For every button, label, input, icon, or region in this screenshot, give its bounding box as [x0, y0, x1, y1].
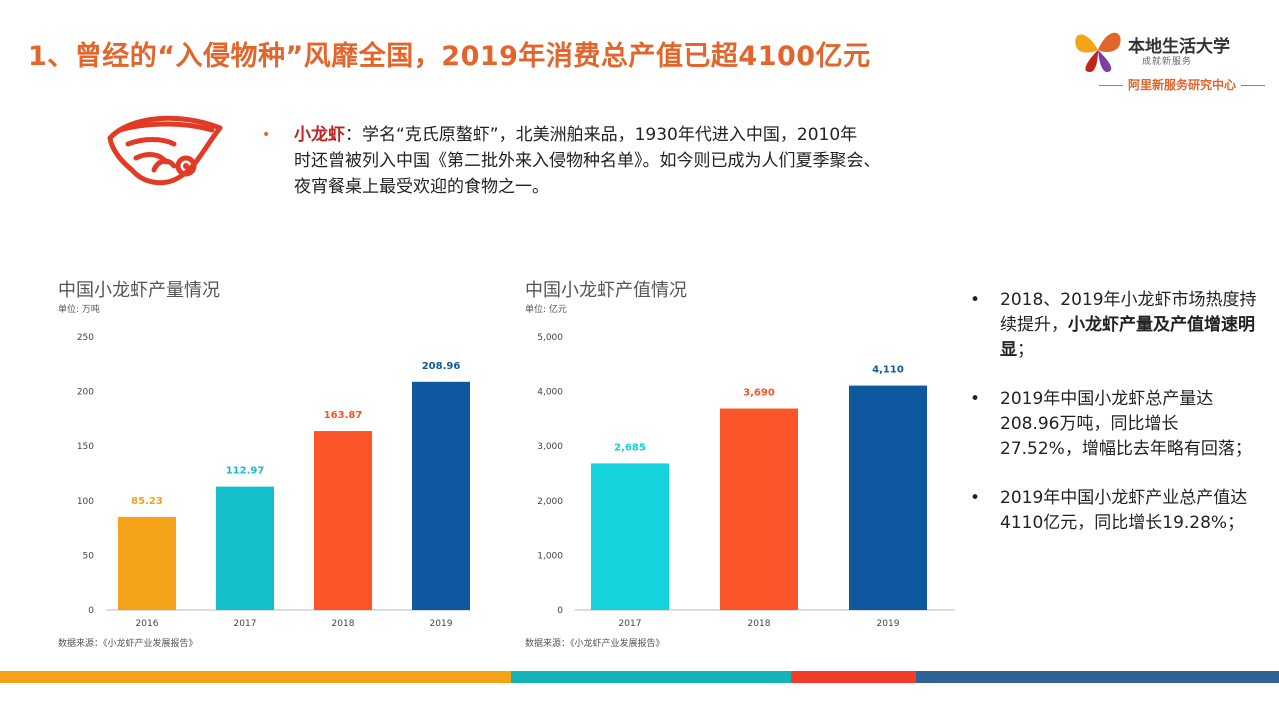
- production-bar-chart: 0 50 100 150 200 250 85.23 2016 112.97 2017 163.87…: [77, 333, 470, 629]
- x-tick-label: 2018: [332, 619, 355, 629]
- note-item: • 2018、2019年小龙虾市场热度持续提升，小龙虾产量及产值增速明显；: [968, 288, 1258, 363]
- y-tick-label: 0: [557, 606, 563, 616]
- bar: [216, 486, 274, 610]
- logo-slogan: 成就新服务: [1142, 57, 1193, 67]
- bar: [412, 381, 470, 610]
- bar-value-label: 208.96: [422, 361, 461, 372]
- note-item: • 2019年中国小龙虾产业总产值达4110亿元，同比增长19.28%；: [968, 486, 1258, 536]
- footer-segment-blue: [916, 671, 1279, 683]
- note-1-end: ；: [1017, 340, 1034, 360]
- bar: [849, 385, 927, 610]
- bar: [314, 431, 372, 610]
- bar: [720, 408, 798, 610]
- y-tick-label: 5,000: [537, 333, 563, 343]
- right-chart-source: 数据来源：《小龙虾产业发展报告》: [525, 639, 665, 649]
- right-chart-unit: 单位: 亿元: [525, 305, 567, 315]
- y-tick-label: 0: [88, 606, 94, 616]
- note-1-highlight: 小龙虾产量及产值增速明显: [1000, 315, 1255, 360]
- intro-line2: 时还曾被列入中国《第二批外来入侵物种名单》。如今则已成为人们夏季聚会、: [294, 151, 881, 171]
- x-tick-label: 2016: [136, 619, 159, 629]
- logo-name: 本地生活大学: [1128, 37, 1230, 57]
- intro-line1: ：学名“克氏原螯虾”，北美洲舶来品，1930年代进入中国，2010年: [345, 125, 858, 145]
- footer-segment-orange: [0, 671, 511, 683]
- y-tick-label: 1,000: [537, 551, 563, 561]
- bar-value-label: 112.97: [226, 466, 265, 477]
- x-tick-label: 2017: [234, 619, 257, 629]
- note-bullet: •: [970, 488, 981, 508]
- bar-value-label: 2,685: [614, 442, 646, 453]
- page-title: 1、曾经的“入侵物种”风靡全国，2019年消费总产值已超4100亿元: [28, 41, 871, 72]
- x-tick-label: 2019: [877, 619, 900, 629]
- y-tick-label: 3,000: [537, 442, 563, 452]
- y-tick-label: 150: [77, 442, 94, 452]
- x-tick-label: 2018: [748, 619, 771, 629]
- right-chart-title: 中国小龙虾产值情况: [525, 280, 687, 301]
- bar-value-label: 3,690: [743, 388, 775, 399]
- left-chart-unit: 单位: 万吨: [58, 305, 100, 315]
- note-2-text: 2019年中国小龙虾总产量达208.96万吨，同比增长27.52%，增幅比去年略…: [1000, 389, 1252, 459]
- intro-bullet: •: [262, 127, 271, 143]
- brand-logo: 本地生活大学 成就新服务 阿里新服务研究中心: [1066, 14, 1266, 94]
- y-tick-label: 2,000: [537, 497, 563, 507]
- note-bullet: •: [970, 290, 981, 310]
- bar: [591, 463, 669, 610]
- bar-value-label: 4,110: [872, 365, 904, 376]
- intro-term: 小龙虾: [294, 125, 345, 145]
- y-tick-label: 100: [77, 497, 94, 507]
- intro-line3: 夜宵餐桌上最受欢迎的食物之一。: [294, 177, 549, 197]
- note-1-text: 2018、2019年小龙虾市场热度持续提升，: [1000, 290, 1257, 335]
- footer-color-bar: [0, 671, 1279, 683]
- left-chart-source: 数据来源：《小龙虾产业发展报告》: [58, 639, 198, 649]
- left-chart-title: 中国小龙虾产量情况: [58, 280, 220, 301]
- y-tick-label: 4,000: [537, 388, 563, 398]
- y-tick-label: 50: [83, 551, 95, 561]
- y-tick-label: 200: [77, 388, 94, 398]
- intro-paragraph: • 小龙虾：学名“克氏原螯虾”，北美洲舶来品，1930年代进入中国，2010年时…: [262, 122, 1022, 200]
- x-tick-label: 2017: [619, 619, 642, 629]
- footer-segment-teal: [511, 671, 791, 683]
- summary-notes: • 2018、2019年小龙虾市场热度持续提升，小龙虾产量及产值增速明显； • …: [968, 288, 1258, 560]
- bar-value-label: 85.23: [131, 496, 163, 507]
- x-tick-label: 2019: [430, 619, 453, 629]
- output-value-bar-chart: 0 1,000 2,000 3,000 4,000 5,000 2,685 2017 3,690…: [537, 333, 955, 629]
- logo-subtitle: 阿里新服务研究中心: [1094, 76, 1270, 93]
- note-item: • 2019年中国小龙虾总产量达208.96万吨，同比增长27.52%，增幅比去…: [968, 387, 1258, 462]
- bar-value-label: 163.87: [324, 410, 363, 421]
- note-3-text: 2019年中国小龙虾产业总产值达4110亿元，同比增长19.28%；: [1000, 488, 1248, 533]
- note-bullet: •: [970, 389, 981, 409]
- y-tick-label: 250: [77, 333, 94, 343]
- footer-segment-red: [791, 671, 916, 683]
- bar: [118, 516, 176, 610]
- butterfly-logo-icon: [1075, 32, 1121, 73]
- intro-text: 小龙虾：学名“克氏原螯虾”，北美洲舶来品，1930年代进入中国，2010年时还曾…: [294, 122, 1022, 200]
- crayfish-icon: [107, 115, 223, 186]
